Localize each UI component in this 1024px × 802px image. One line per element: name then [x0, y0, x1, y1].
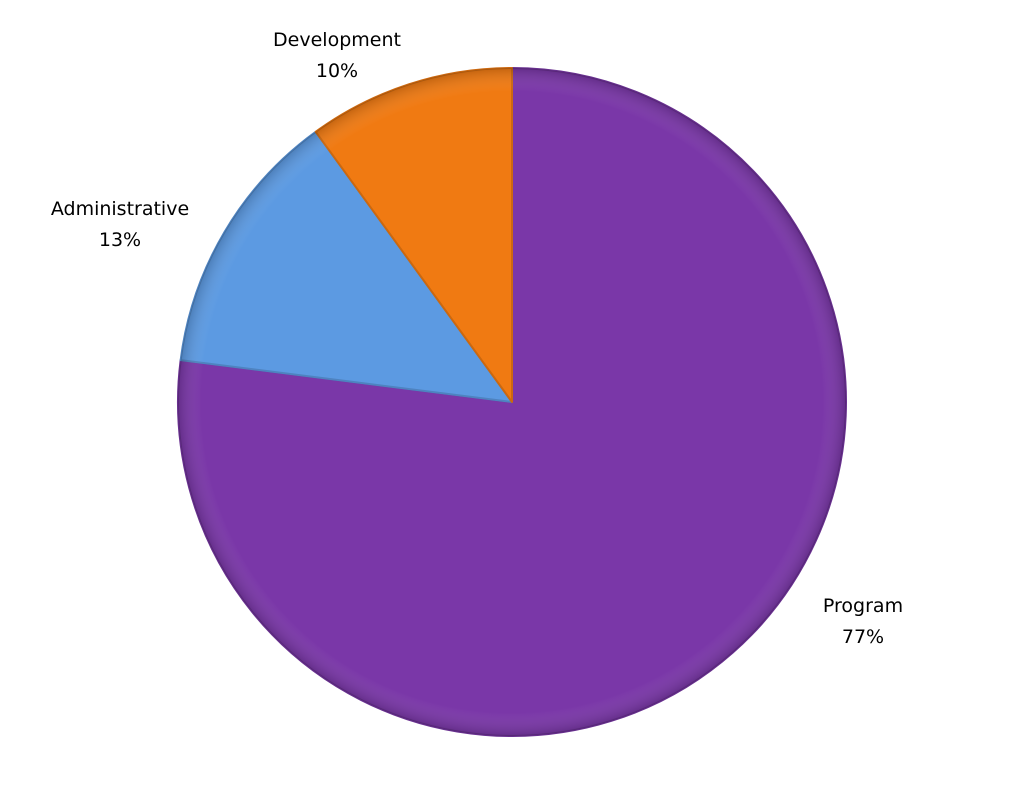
slice-label-development-name: Development — [273, 29, 401, 51]
slice-label-program-name: Program — [823, 595, 903, 617]
slice-label-development-percent: 10% — [316, 60, 358, 82]
slice-labels: Program 77% Administrative 13% Development 10… — [51, 29, 903, 648]
slice-label-administrative-name: Administrative — [51, 198, 189, 220]
slice-label-administrative-percent: 13% — [99, 229, 141, 251]
slice-label-program-percent: 77% — [842, 626, 884, 648]
pie-slices — [177, 67, 847, 737]
